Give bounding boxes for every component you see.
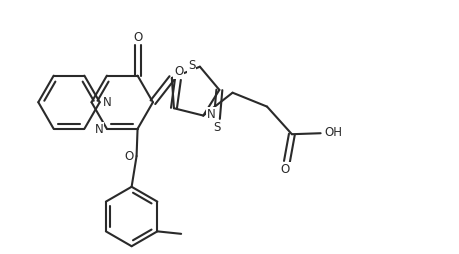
Text: N: N [103,96,112,109]
Text: OH: OH [323,126,341,139]
Text: N: N [95,123,103,136]
Text: S: S [187,59,195,72]
Text: O: O [124,150,133,163]
Text: S: S [213,121,220,134]
Text: O: O [280,163,290,176]
Text: N: N [207,108,216,121]
Text: O: O [174,65,183,78]
Text: O: O [133,30,142,43]
